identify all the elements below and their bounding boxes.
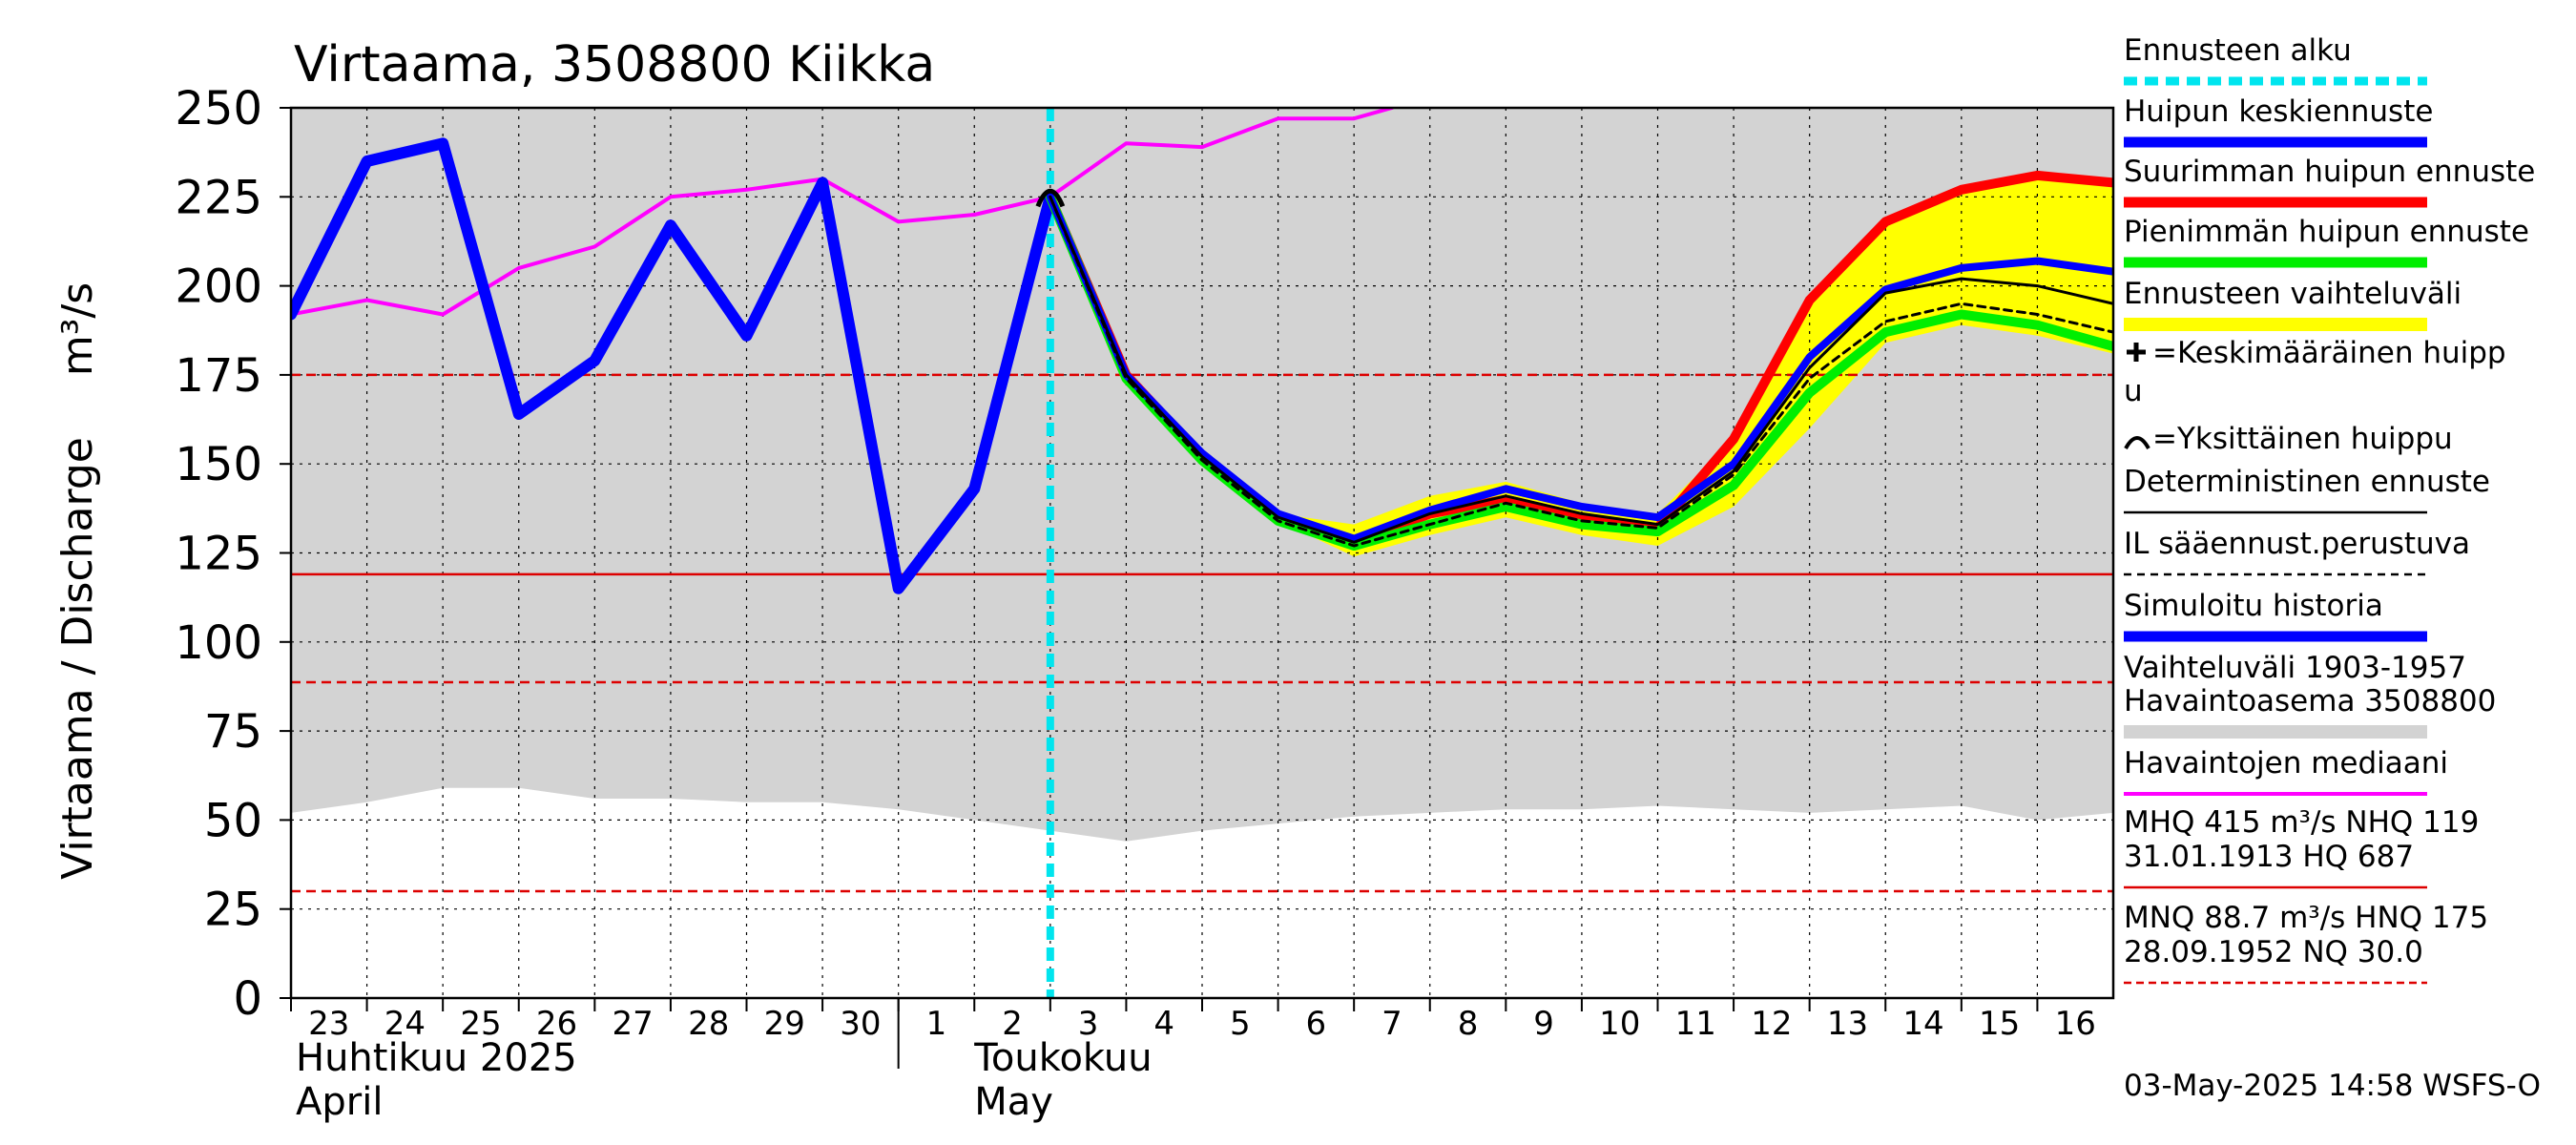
x-tick-label: 6 bbox=[1306, 1005, 1327, 1043]
x-tick-label: 3 bbox=[1078, 1005, 1099, 1043]
x-tick-label: 13 bbox=[1827, 1005, 1868, 1043]
forecast-range-band bbox=[1049, 175, 2113, 557]
y-tick-label: 175 bbox=[175, 349, 262, 403]
y-tick-label: 200 bbox=[175, 260, 262, 314]
y-tick-label: 250 bbox=[175, 82, 262, 135]
x-tick-label: 25 bbox=[460, 1005, 501, 1043]
simulated-history-series bbox=[291, 137, 1056, 594]
legend-min-peak: Pienimmän huipun ennuste bbox=[2124, 215, 2529, 249]
single-peak-marker bbox=[1035, 188, 1066, 208]
y-tick-label: 225 bbox=[175, 171, 262, 224]
y-tick-label: 25 bbox=[204, 884, 262, 937]
month-label-fi: Toukokuu bbox=[973, 1036, 1152, 1080]
y-tick-label: 100 bbox=[175, 616, 262, 670]
x-tick-label: 7 bbox=[1381, 1005, 1402, 1043]
x-tick-label: 16 bbox=[2055, 1005, 2096, 1043]
legend-forecast-range: Ennusteen vaihteluväli bbox=[2124, 277, 2462, 311]
chart-title: Virtaama, 3508800 Kiikka bbox=[294, 36, 935, 94]
x-tick-label: 1 bbox=[926, 1005, 947, 1043]
legend-simulated-history: Simuloitu historia bbox=[2124, 589, 2383, 623]
legend-forecast-start: Ennusteen alku bbox=[2124, 33, 2352, 68]
legend-nq: 28.09.1952 NQ 30.0 bbox=[2124, 935, 2423, 969]
x-tick-label: 23 bbox=[308, 1005, 349, 1043]
month-label-en: May bbox=[974, 1080, 1053, 1124]
x-tick-label: 24 bbox=[384, 1005, 426, 1043]
legend-hq: 31.01.1913 HQ 687 bbox=[2124, 840, 2414, 874]
y-tick-label: 75 bbox=[204, 705, 262, 759]
y-axis-unit: m³/s bbox=[53, 282, 102, 376]
legend-range-station: Havaintoasema 3508800 bbox=[2124, 684, 2496, 718]
x-tick-label: 26 bbox=[536, 1005, 577, 1043]
il-weather-forecast-series bbox=[1049, 195, 2113, 548]
legend-mean-peak-marker: =Keskimääräinen huipp bbox=[2152, 336, 2506, 370]
x-tick-label: 29 bbox=[764, 1005, 805, 1043]
month-label-fi: Huhtikuu 2025 bbox=[296, 1036, 577, 1080]
x-tick-label: 14 bbox=[1902, 1005, 1943, 1043]
y-tick-label: 0 bbox=[233, 972, 262, 1026]
deterministic-forecast-series bbox=[1049, 195, 2113, 544]
arc-icon bbox=[2124, 436, 2150, 450]
timestamp: 03-May-2025 14:58 WSFS-O bbox=[2124, 1069, 2541, 1103]
legend-mhq: MHQ 415 m³/s NHQ 119 bbox=[2124, 805, 2479, 840]
legend-max-peak: Suurimman huipun ennuste bbox=[2124, 155, 2535, 189]
x-tick-label: 4 bbox=[1153, 1005, 1174, 1043]
y-axis-label: Virtaama / Discharge bbox=[53, 437, 102, 880]
legend-mnq: MNQ 88.7 m³/s HNQ 175 bbox=[2124, 901, 2488, 935]
mean-peak-forecast-series bbox=[1046, 193, 2113, 543]
x-tick-label: 12 bbox=[1751, 1005, 1792, 1043]
legend-mean-peak: Huipun keskiennuste bbox=[2124, 94, 2433, 129]
x-tick-label: 27 bbox=[612, 1005, 653, 1043]
month-label-en: April bbox=[296, 1080, 383, 1124]
y-tick-label: 125 bbox=[175, 528, 262, 581]
x-tick-label: 9 bbox=[1533, 1005, 1554, 1043]
x-tick-label: 15 bbox=[1979, 1005, 2020, 1043]
legend-single-peak-marker: =Yksittäinen huippu bbox=[2152, 422, 2453, 456]
x-tick-label: 11 bbox=[1675, 1005, 1716, 1043]
x-tick-label: 28 bbox=[688, 1005, 729, 1043]
y-tick-label: 150 bbox=[175, 438, 262, 491]
legend-mean-peak-marker-wrap: u bbox=[2124, 374, 2143, 408]
x-tick-label: 10 bbox=[1599, 1005, 1640, 1043]
x-tick-label: 8 bbox=[1458, 1005, 1479, 1043]
y-tick-label: 50 bbox=[204, 794, 262, 847]
x-tick-label: 2 bbox=[1002, 1005, 1023, 1043]
x-tick-label: 5 bbox=[1230, 1005, 1251, 1043]
legend-range-years: Vaihteluväli 1903-1957 bbox=[2124, 651, 2466, 685]
legend-deterministic: Deterministinen ennuste bbox=[2124, 465, 2490, 499]
plus-icon bbox=[2127, 343, 2146, 362]
x-tick-label: 30 bbox=[840, 1005, 881, 1043]
legend-il-forecast: IL sääennust.perustuva bbox=[2124, 527, 2470, 561]
legend-median: Havaintojen mediaani bbox=[2124, 746, 2448, 781]
